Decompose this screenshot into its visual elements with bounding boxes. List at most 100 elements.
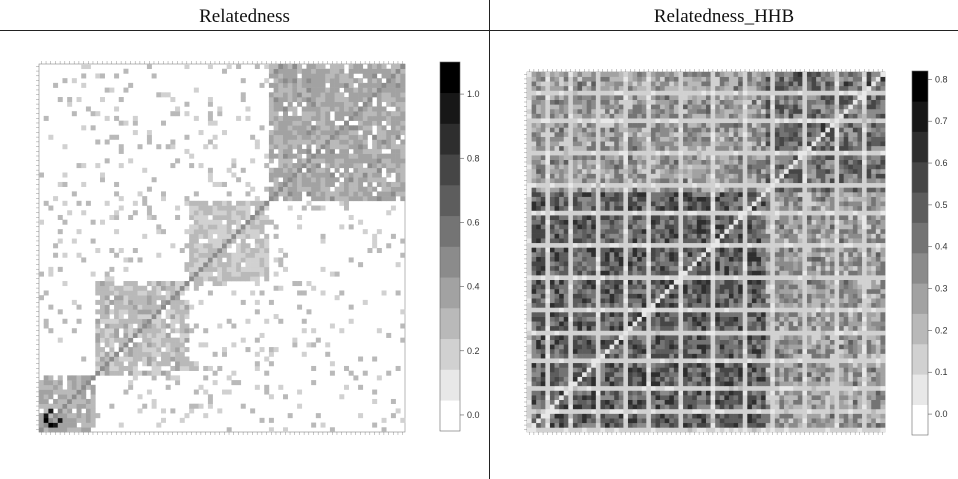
heatmap-cell xyxy=(627,390,633,396)
heatmap-cell xyxy=(623,418,629,424)
heatmap-cell xyxy=(76,229,82,235)
heatmap-cell xyxy=(848,404,854,410)
heatmap-cell xyxy=(189,408,195,414)
heatmap-cell xyxy=(390,153,396,159)
heatmap-cell xyxy=(549,330,555,336)
heatmap-cell xyxy=(609,358,615,364)
heatmap-cell xyxy=(618,344,624,350)
heatmap-cell xyxy=(784,270,789,276)
heatmap-cell xyxy=(605,279,610,285)
heatmap-cell xyxy=(137,299,143,305)
heatmap-cell xyxy=(311,153,317,159)
heatmap-cell xyxy=(733,376,739,382)
heatmap-cell xyxy=(536,293,542,299)
heatmap-cell xyxy=(591,358,597,364)
heatmap-cell xyxy=(268,97,274,103)
heatmap-cell xyxy=(600,408,606,414)
heatmap-cell xyxy=(820,362,826,368)
heatmap-cell xyxy=(706,404,711,410)
heatmap-cell xyxy=(572,284,578,290)
heatmap-cell xyxy=(793,413,799,419)
heatmap-cell xyxy=(315,111,321,117)
heatmap-cell xyxy=(646,302,652,308)
heatmap-cell xyxy=(198,384,204,390)
heatmap-cell xyxy=(605,307,610,313)
heatmap-cell xyxy=(673,335,679,340)
heatmap-cell xyxy=(297,181,303,187)
heatmap-cell xyxy=(254,139,260,145)
heatmap-cell xyxy=(81,181,87,187)
heatmap-cell xyxy=(577,344,583,350)
heatmap-cell xyxy=(568,302,574,308)
heatmap-cell xyxy=(719,307,725,313)
heatmap-cell xyxy=(311,73,317,79)
heatmap-cell xyxy=(678,293,684,299)
heatmap-cell xyxy=(372,177,378,183)
heatmap-cell xyxy=(591,288,597,294)
heatmap-cell xyxy=(123,120,129,126)
heatmap-cell xyxy=(572,325,578,331)
heatmap-cell xyxy=(797,390,803,396)
heatmap-cell xyxy=(184,285,190,291)
heatmap-cell xyxy=(572,422,578,428)
heatmap-cell xyxy=(747,298,753,304)
heatmap-cell xyxy=(825,413,831,419)
heatmap-cell xyxy=(203,205,209,211)
heatmap-cell xyxy=(306,87,312,93)
heatmap-cell xyxy=(802,404,808,410)
heatmap-cell xyxy=(866,298,872,304)
heatmap-cell xyxy=(100,370,105,376)
heatmap-cell xyxy=(76,427,82,433)
heatmap-cell xyxy=(362,82,368,88)
heatmap-cell xyxy=(627,339,633,345)
heatmap-cell xyxy=(372,163,378,169)
heatmap-cell xyxy=(605,312,610,317)
heatmap-cell xyxy=(751,390,757,396)
heatmap-cell xyxy=(623,385,629,391)
heatmap-cell xyxy=(637,422,643,428)
heatmap-cell xyxy=(761,270,766,276)
heatmap-cell xyxy=(156,290,162,296)
heatmap-cell xyxy=(554,298,560,304)
heatmap-cell xyxy=(311,342,317,348)
heatmap-cell xyxy=(287,115,293,121)
heatmap-cell xyxy=(715,367,721,373)
heatmap-cell xyxy=(245,271,251,277)
heatmap-cell xyxy=(664,367,670,373)
heatmap-cell xyxy=(311,205,317,211)
heatmap-cell xyxy=(306,101,312,107)
heatmap-cell xyxy=(779,275,785,280)
heatmap-cell xyxy=(623,413,629,419)
heatmap-cell xyxy=(706,302,711,308)
heatmap-cell xyxy=(788,321,794,327)
colorbar-segment xyxy=(440,62,460,94)
heatmap-cell xyxy=(724,367,730,373)
heatmap-cell xyxy=(683,381,688,387)
heatmap-cell xyxy=(751,385,757,391)
heatmap-cell xyxy=(742,404,748,410)
heatmap-cell xyxy=(212,248,218,254)
heatmap-cell xyxy=(344,205,349,211)
heatmap-cell xyxy=(834,413,840,419)
heatmap-cell xyxy=(669,408,675,414)
heatmap-cell xyxy=(207,394,213,400)
heatmap-cell xyxy=(367,125,373,131)
heatmap-cell xyxy=(563,302,569,308)
heatmap-cell xyxy=(742,399,748,405)
colorbar-tick-label: 0.2 xyxy=(467,346,480,356)
heatmap-cell xyxy=(614,353,620,359)
heatmap-cell xyxy=(706,330,711,336)
heatmap-cell xyxy=(719,399,725,405)
heatmap-cell xyxy=(273,177,279,183)
heatmap-cell xyxy=(395,191,401,197)
heatmap-cell xyxy=(240,167,246,173)
heatmap-cell xyxy=(53,252,59,258)
heatmap-cell xyxy=(751,422,757,428)
heatmap-cell xyxy=(320,101,326,107)
heatmap-cell xyxy=(857,325,863,331)
heatmap-cell xyxy=(839,321,844,327)
heatmap-cell xyxy=(586,298,592,304)
heatmap-cell xyxy=(376,82,382,88)
heatmap-cell xyxy=(742,362,748,368)
heatmap-cell xyxy=(678,330,684,336)
